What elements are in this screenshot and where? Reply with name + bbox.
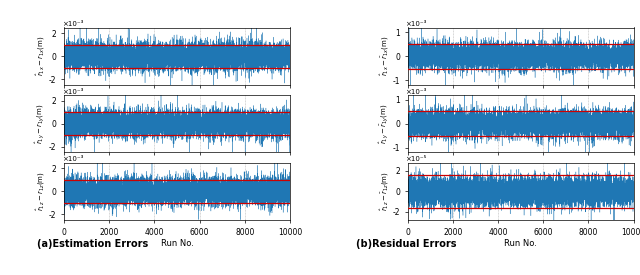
Text: ×10⁻³: ×10⁻³	[405, 21, 427, 27]
Y-axis label: $\hat{r}_{1z} - \bar{r}_{1z}$(m): $\hat{r}_{1z} - \bar{r}_{1z}$(m)	[379, 171, 391, 211]
Y-axis label: $\hat{r}_{1y} - \bar{r}_{1y}$(m): $\hat{r}_{1y} - \bar{r}_{1y}$(m)	[377, 103, 391, 144]
Y-axis label: $\hat{r}_{1x} - \bar{r}_{1x}$(m): $\hat{r}_{1x} - \bar{r}_{1x}$(m)	[379, 36, 391, 76]
Y-axis label: $\hat{r}_{1z} - r_{1z}$(m): $\hat{r}_{1z} - r_{1z}$(m)	[35, 171, 47, 211]
Text: ×10⁻⁵: ×10⁻⁵	[405, 156, 427, 162]
X-axis label: Run No.: Run No.	[504, 240, 537, 248]
Text: ×10⁻³: ×10⁻³	[61, 89, 83, 95]
Y-axis label: $\hat{r}_{1x} - r_{1x}$(m): $\hat{r}_{1x} - r_{1x}$(m)	[35, 36, 47, 76]
Y-axis label: $\hat{r}_{1y} - r_{1y}$(m): $\hat{r}_{1y} - r_{1y}$(m)	[34, 103, 47, 144]
Text: (a)Estimation Errors: (a)Estimation Errors	[37, 239, 148, 249]
Text: ×10⁻³: ×10⁻³	[405, 89, 427, 95]
X-axis label: Run No.: Run No.	[161, 240, 193, 248]
Text: ×10⁻³: ×10⁻³	[61, 21, 83, 27]
Text: ×10⁻³: ×10⁻³	[61, 156, 83, 162]
Text: (b)Residual Errors: (b)Residual Errors	[356, 239, 457, 249]
